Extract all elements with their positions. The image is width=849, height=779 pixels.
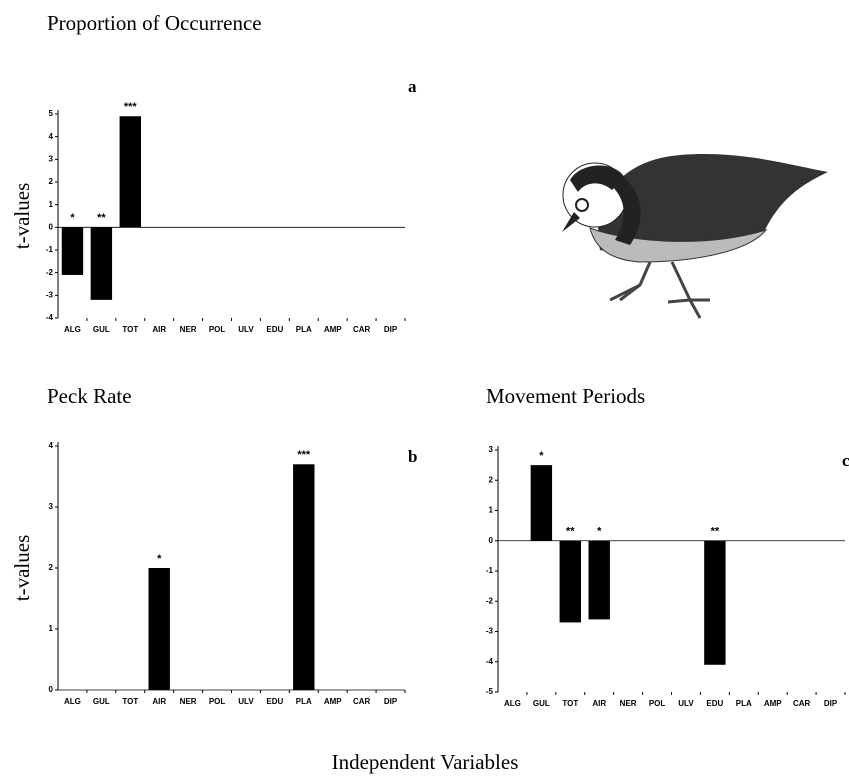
x-tick-label: AMP [324, 697, 342, 706]
y-tick-label: -5 [486, 687, 494, 696]
bar [531, 465, 552, 541]
y-tick-label: -4 [46, 313, 54, 322]
significance-label: ** [566, 526, 575, 538]
x-tick-label: PLA [296, 325, 312, 334]
x-tick-label: POL [649, 699, 666, 708]
x-tick-label: AIR [152, 325, 166, 334]
significance-label: ** [97, 212, 106, 224]
x-tick-label: PLA [736, 699, 752, 708]
panel-label: c [842, 451, 849, 470]
x-tick-label: CAR [353, 325, 371, 334]
x-tick-label: EDU [266, 697, 283, 706]
x-tick-label: CAR [353, 697, 371, 706]
x-tick-label: DIP [384, 325, 398, 334]
y-tick-label: -3 [46, 290, 54, 299]
chart-title: Proportion of Occurrence [47, 11, 262, 35]
x-tick-label: AIR [592, 699, 606, 708]
y-tick-label: -1 [486, 566, 494, 575]
x-tick-label: DIP [824, 699, 838, 708]
chart-title: Movement Periods [486, 384, 645, 408]
y-tick-label: -1 [46, 245, 54, 254]
significance-label: *** [124, 101, 138, 113]
x-tick-label: TOT [122, 697, 138, 706]
x-tick-label: GUL [93, 325, 110, 334]
x-tick-label: GUL [93, 697, 110, 706]
y-tick-label: 1 [489, 506, 494, 515]
y-tick-label: -2 [486, 596, 494, 605]
y-tick-label: -3 [486, 627, 494, 636]
y-tick-label: -4 [486, 657, 494, 666]
x-tick-label: POL [209, 325, 226, 334]
y-tick-label: 0 [489, 536, 494, 545]
x-tick-label: GUL [533, 699, 550, 708]
figure: Independent Variables Proportion of Occu… [0, 0, 849, 779]
x-tick-label: NER [180, 325, 197, 334]
x-tick-label: AIR [152, 697, 166, 706]
x-tick-label: AMP [764, 699, 782, 708]
y-axis-label: t-values [10, 535, 34, 601]
x-tick-label: ALG [64, 697, 81, 706]
x-tick-label: ULV [678, 699, 694, 708]
significance-label: * [70, 212, 75, 224]
bar [589, 541, 610, 620]
x-axis-label: Independent Variables [332, 750, 519, 774]
y-tick-label: 3 [49, 154, 54, 163]
bar [120, 116, 141, 227]
chart-title: Peck Rate [47, 384, 132, 408]
significance-label: * [539, 450, 544, 462]
x-tick-label: ULV [238, 325, 254, 334]
y-tick-label: 1 [49, 624, 54, 633]
bar [560, 541, 581, 623]
x-tick-label: ALG [504, 699, 521, 708]
x-tick-label: NER [620, 699, 637, 708]
bar [704, 541, 725, 665]
y-tick-label: 1 [49, 200, 54, 209]
y-tick-label: 4 [49, 132, 54, 141]
x-tick-label: AMP [324, 325, 342, 334]
significance-label: * [597, 526, 602, 538]
x-tick-label: CAR [793, 699, 811, 708]
y-tick-label: 2 [49, 563, 54, 572]
bar [62, 227, 83, 275]
bar [293, 464, 314, 690]
x-tick-label: ULV [238, 697, 254, 706]
x-tick-label: NER [180, 697, 197, 706]
significance-label: * [157, 553, 162, 565]
x-tick-label: POL [209, 697, 226, 706]
y-tick-label: 4 [49, 441, 54, 450]
y-tick-label: 5 [49, 109, 54, 118]
x-tick-label: ALG [64, 325, 81, 334]
x-tick-label: EDU [706, 699, 723, 708]
y-tick-label: 2 [489, 475, 494, 484]
bird-illustration [562, 154, 828, 318]
significance-label: *** [297, 449, 311, 461]
significance-label: ** [711, 526, 720, 538]
y-tick-label: 0 [49, 685, 54, 694]
y-axis-label: t-values [10, 183, 34, 249]
x-tick-label: TOT [122, 325, 138, 334]
y-tick-label: 0 [49, 222, 54, 231]
y-tick-label: 3 [49, 502, 54, 511]
y-tick-label: 3 [489, 445, 494, 454]
y-tick-label: -2 [46, 268, 54, 277]
x-tick-label: TOT [562, 699, 578, 708]
bar [91, 227, 112, 300]
x-tick-label: PLA [296, 697, 312, 706]
y-tick-label: 2 [49, 177, 54, 186]
bar [149, 568, 170, 690]
panel-label: a [408, 77, 417, 96]
x-tick-label: EDU [266, 325, 283, 334]
x-tick-label: DIP [384, 697, 398, 706]
panel-label: b [408, 447, 417, 466]
